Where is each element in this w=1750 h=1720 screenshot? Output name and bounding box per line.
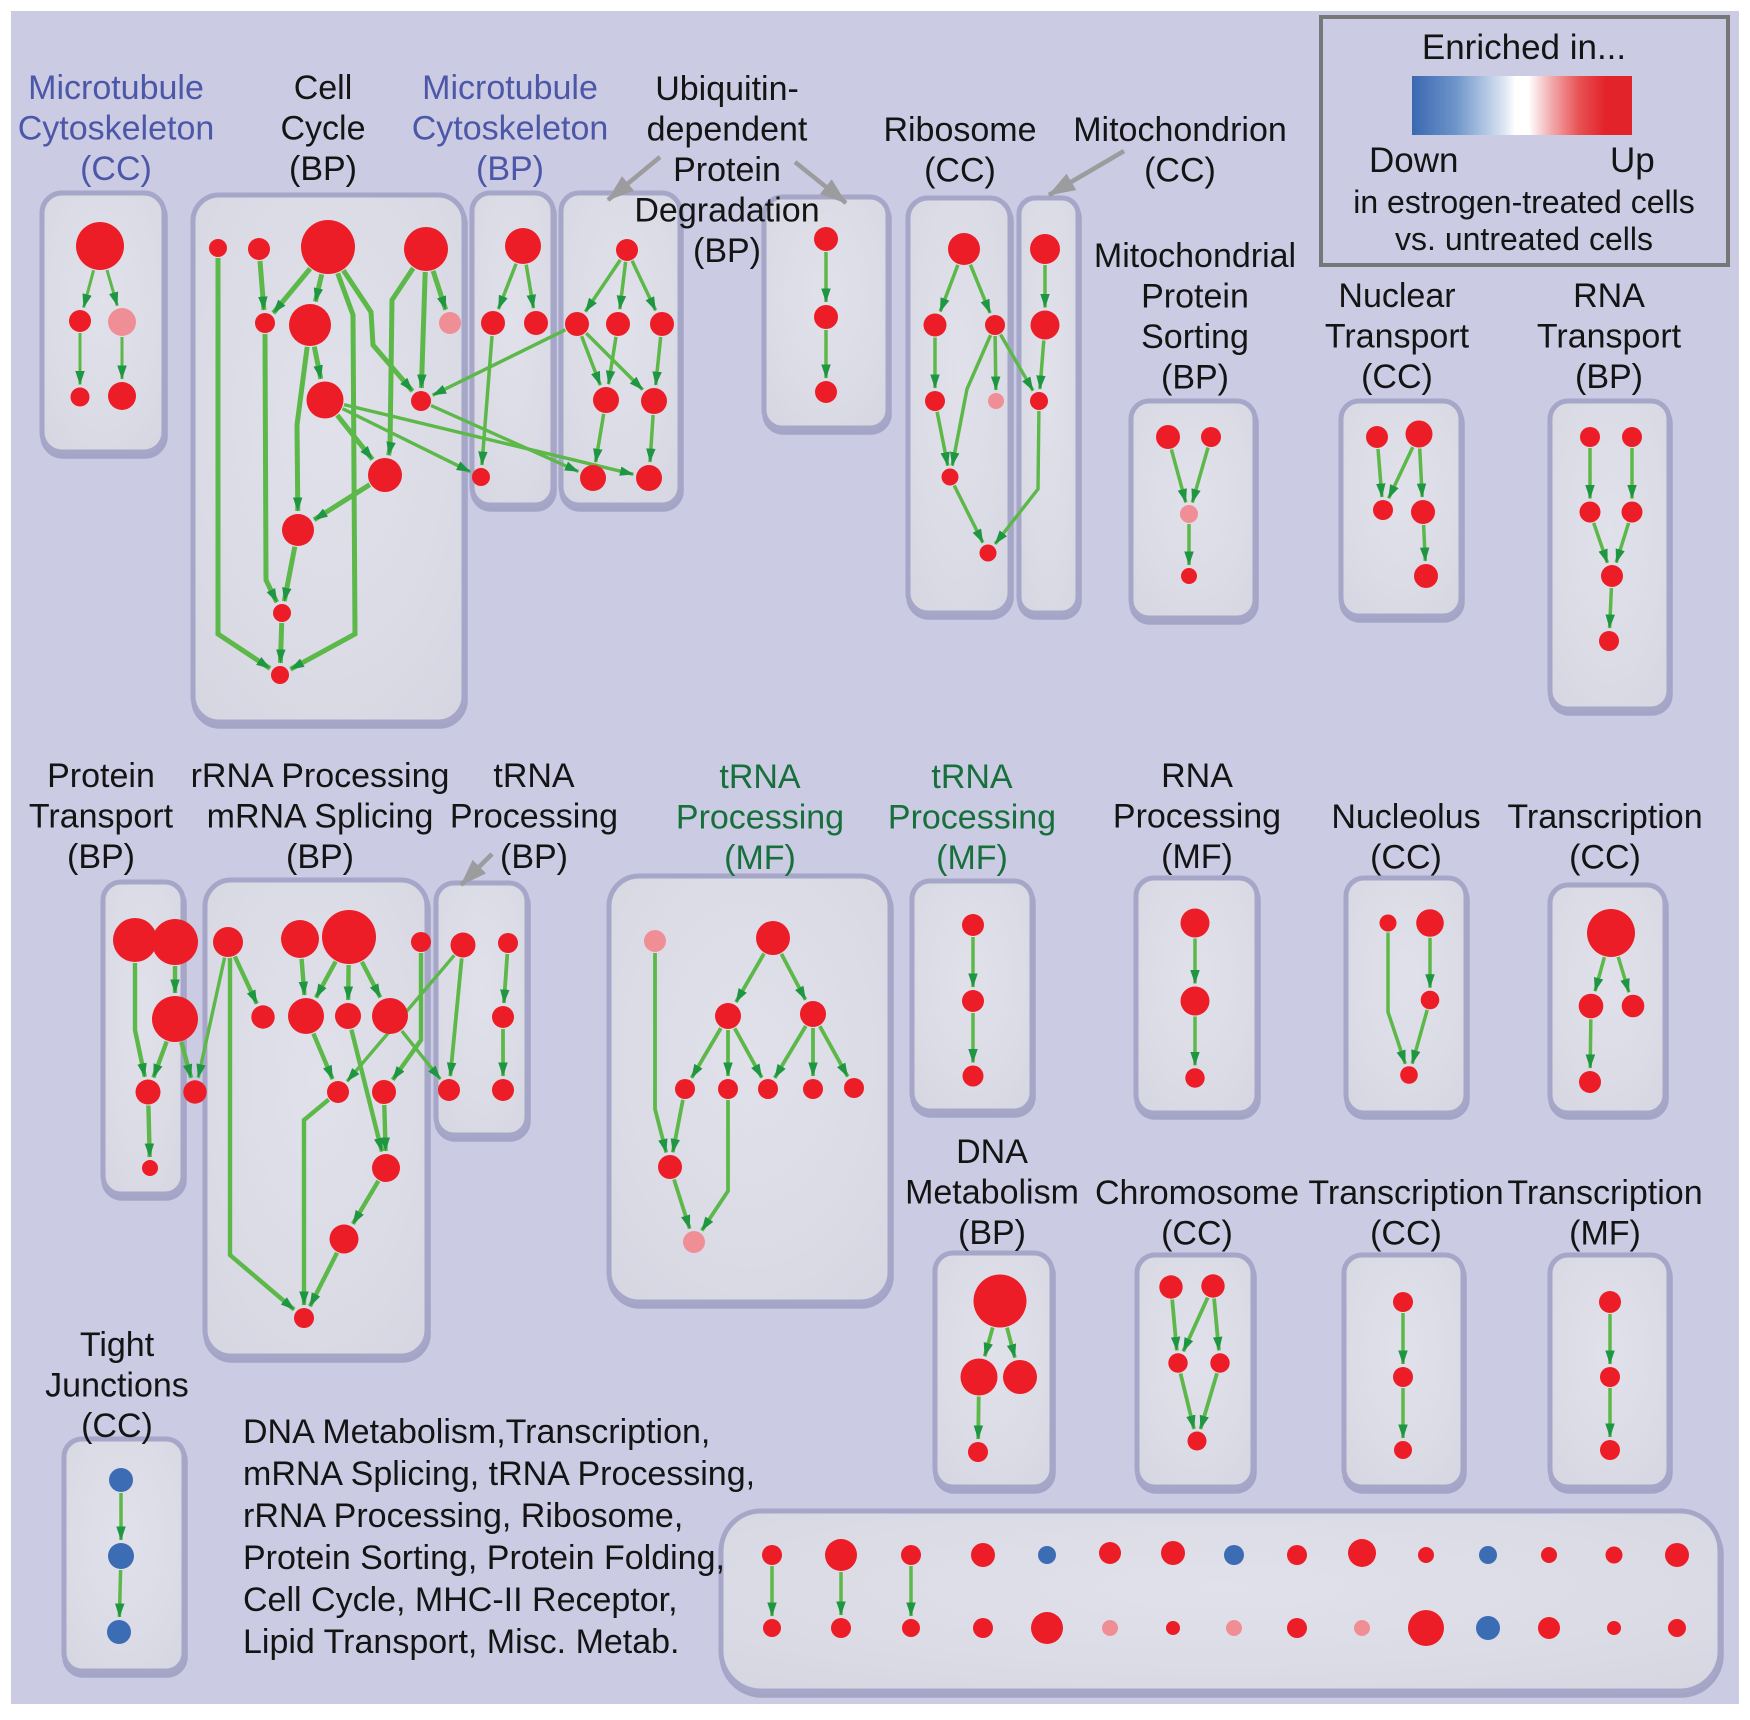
svg-text:Enriched in...: Enriched in... [1422,28,1626,67]
svg-text:Cell: Cell [294,69,353,107]
svg-text:Processing: Processing [676,799,844,837]
svg-text:(CC): (CC) [1370,839,1442,877]
svg-text:Cycle: Cycle [280,110,365,148]
svg-text:Down: Down [1369,141,1458,180]
svg-text:(CC): (CC) [1569,839,1641,877]
svg-text:Cytoskeleton: Cytoskeleton [18,110,215,148]
svg-text:Junctions: Junctions [45,1367,189,1405]
svg-text:Degradation: Degradation [634,192,819,230]
svg-text:Transcription: Transcription [1507,1174,1702,1212]
svg-text:Transport: Transport [1537,318,1682,356]
svg-text:tRNA: tRNA [931,758,1013,796]
svg-text:rRNA Processing: rRNA Processing [191,757,450,795]
svg-text:Processing: Processing [1113,798,1281,836]
svg-text:(CC): (CC) [924,152,996,190]
svg-text:Transcription: Transcription [1507,798,1702,836]
svg-text:(CC): (CC) [1161,1215,1233,1253]
svg-text:Cytoskeleton: Cytoskeleton [412,110,609,148]
svg-text:Nuclear: Nuclear [1338,277,1455,315]
svg-text:(CC): (CC) [81,1407,153,1445]
svg-text:(BP): (BP) [1575,358,1643,396]
svg-text:(BP): (BP) [286,838,354,876]
svg-text:vs. untreated cells: vs. untreated cells [1395,221,1653,257]
svg-text:RNA: RNA [1573,277,1645,315]
svg-text:tRNA: tRNA [493,757,575,795]
svg-text:(CC): (CC) [80,150,152,188]
svg-text:(CC): (CC) [1370,1215,1442,1253]
svg-text:rRNA Processing, Ribosome,: rRNA Processing, Ribosome, [243,1497,683,1535]
svg-text:(CC): (CC) [1361,358,1433,396]
svg-text:RNA: RNA [1161,757,1233,795]
svg-text:mRNA Splicing, tRNA Processing: mRNA Splicing, tRNA Processing, [243,1455,755,1493]
svg-text:Protein: Protein [47,757,155,795]
svg-text:Lipid Transport, Misc. Metab.: Lipid Transport, Misc. Metab. [243,1623,680,1661]
svg-text:Transport: Transport [29,798,174,836]
svg-text:(MF): (MF) [1161,838,1233,876]
svg-text:Microtubule: Microtubule [422,69,598,107]
svg-text:Sorting: Sorting [1141,318,1249,356]
svg-text:Metabolism: Metabolism [905,1174,1079,1212]
svg-text:(BP): (BP) [958,1214,1026,1252]
svg-text:(MF): (MF) [1569,1215,1641,1253]
svg-text:Protein: Protein [673,151,781,189]
svg-text:Processing: Processing [450,798,618,836]
svg-text:Up: Up [1610,141,1655,180]
svg-text:(CC): (CC) [1144,152,1216,190]
svg-text:Mitochondrion: Mitochondrion [1073,111,1287,149]
svg-text:(BP): (BP) [500,838,568,876]
svg-text:Nucleolus: Nucleolus [1331,798,1480,836]
svg-text:Processing: Processing [888,799,1056,837]
svg-text:Microtubule: Microtubule [28,69,204,107]
svg-text:Ribosome: Ribosome [883,111,1036,149]
svg-text:mRNA Splicing: mRNA Splicing [207,798,434,836]
svg-text:Chromosome: Chromosome [1095,1174,1299,1212]
svg-text:Protein: Protein [1141,278,1249,316]
svg-text:(BP): (BP) [1161,359,1229,397]
svg-text:(BP): (BP) [693,232,761,270]
svg-text:Transcription: Transcription [1308,1174,1503,1212]
svg-text:Tight: Tight [80,1326,155,1364]
svg-text:DNA: DNA [956,1133,1028,1171]
svg-text:(MF): (MF) [936,839,1008,877]
svg-text:(MF): (MF) [724,839,796,877]
svg-text:Ubiquitin-: Ubiquitin- [655,70,799,108]
svg-text:DNA Metabolism,Transcription,: DNA Metabolism,Transcription, [243,1413,710,1451]
svg-text:Protein Sorting, Protein Foldi: Protein Sorting, Protein Folding, [243,1539,725,1577]
svg-text:(BP): (BP) [289,150,357,188]
svg-text:(BP): (BP) [476,150,544,188]
svg-text:Mitochondrial: Mitochondrial [1094,237,1296,275]
svg-text:tRNA: tRNA [719,758,801,796]
svg-text:in estrogen-treated cells: in estrogen-treated cells [1353,184,1695,220]
svg-text:Transport: Transport [1325,318,1470,356]
svg-text:Cell Cycle, MHC-II Receptor,: Cell Cycle, MHC-II Receptor, [243,1581,678,1619]
svg-text:(BP): (BP) [67,838,135,876]
svg-text:dependent: dependent [647,111,808,149]
